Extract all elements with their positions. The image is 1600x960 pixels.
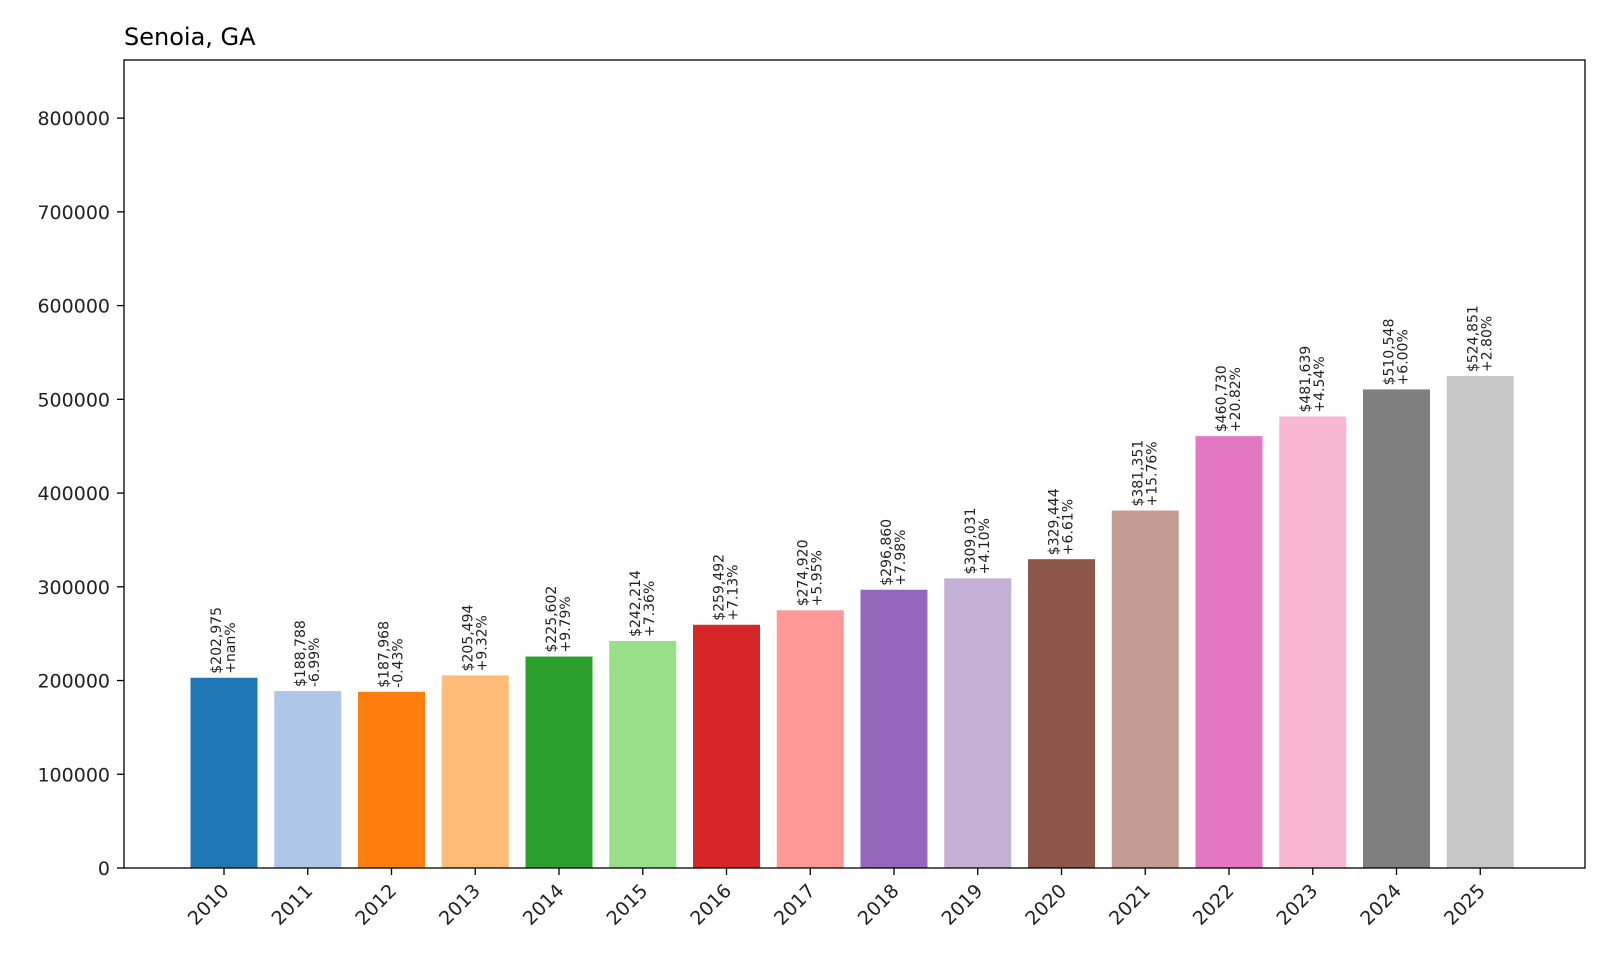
bar-2025	[1446, 376, 1514, 868]
chart-title: Senoia, GA	[124, 23, 256, 51]
y-tick-label: 500000	[37, 389, 110, 411]
bar-change-label: +9.32%	[474, 615, 490, 671]
y-tick-label: 400000	[37, 483, 110, 505]
y-tick-label: 200000	[37, 671, 110, 693]
bar-2020	[1028, 559, 1095, 868]
bar-price-label: $225,602	[544, 586, 560, 653]
x-tick-label: 2020	[1021, 880, 1071, 930]
bar-2024	[1363, 389, 1430, 868]
bar-change-label: +7.98%	[893, 530, 909, 586]
bar-2021	[1111, 510, 1179, 868]
bar-change-label: +4.54%	[1312, 356, 1328, 412]
x-tick-label: 2025	[1440, 880, 1490, 930]
bar-change-label: +5.95%	[809, 550, 825, 606]
bar-price-label: $309,031	[963, 508, 979, 575]
value-labels-group: $202,975+nan% $188,788-6.99% $187,968-0.43…	[209, 305, 1495, 688]
bar-value-label: $202,975+nan%	[209, 607, 239, 674]
bar-value-label: $187,968-0.43%	[377, 621, 407, 688]
bar-price-label: $481,639	[1298, 346, 1314, 413]
x-tick-label: 2023	[1273, 880, 1323, 930]
bar-value-label: $242,214+7.36%	[628, 570, 658, 637]
bar-value-label: $460,730+20.82%	[1214, 365, 1244, 432]
x-tick-label: 2019	[938, 880, 988, 930]
x-tick-label: 2022	[1189, 880, 1239, 930]
bar-2019	[944, 578, 1012, 868]
bar-2010	[190, 677, 258, 868]
x-tick-label: 2014	[519, 880, 569, 930]
bar-value-label: $481,639+4.54%	[1298, 346, 1328, 413]
y-tick-label: 600000	[37, 296, 110, 318]
bar-value-label: $259,492+7.13%	[712, 554, 742, 621]
bar-2012	[358, 691, 425, 868]
bar-price-label: $329,444	[1047, 488, 1063, 555]
x-tick-label: 2024	[1356, 880, 1406, 930]
bar-change-label: +6.61%	[1061, 499, 1077, 555]
bar-value-label: $329,444+6.61%	[1047, 488, 1077, 555]
bar-price-label: $205,494	[460, 604, 476, 671]
bar-change-label: +6.00%	[1396, 329, 1412, 385]
x-tick-label: 2012	[351, 880, 401, 930]
x-tick-label: 2013	[435, 880, 485, 930]
bar-2014	[525, 656, 593, 868]
bar-change-label: +4.10%	[977, 518, 993, 574]
bar-price-label: $274,920	[795, 539, 811, 606]
bar-change-label: +7.36%	[642, 581, 658, 637]
bar-price-label: $381,351	[1130, 440, 1146, 507]
y-tick-label: 300000	[37, 577, 110, 599]
bar-value-label: $296,860+7.98%	[879, 519, 909, 586]
bar-price-label: $460,730	[1214, 365, 1230, 432]
x-tick-label: 2018	[854, 880, 904, 930]
bar-price-label: $510,548	[1382, 319, 1398, 386]
bar-change-label: +20.82%	[1228, 367, 1244, 432]
bar-change-label: +9.79%	[558, 596, 574, 652]
bar-change-label: -0.43%	[391, 638, 407, 688]
x-tick-label: 2010	[184, 880, 234, 930]
y-tick-label: 700000	[37, 202, 110, 224]
bar-2015	[609, 640, 677, 868]
bar-value-label: $524,851+2.80%	[1465, 305, 1495, 372]
bar-price-label: $524,851	[1465, 305, 1481, 372]
bar-2022	[1195, 436, 1263, 868]
bar-price-label: $188,788	[293, 620, 309, 687]
bar-2023	[1279, 416, 1347, 868]
bar-2018	[860, 589, 928, 868]
bar-2017	[776, 610, 844, 868]
bar-2016	[693, 624, 760, 868]
x-tick-label: 2016	[686, 880, 736, 930]
x-tick-label: 2021	[1105, 880, 1155, 930]
bar-value-label: $510,548+6.00%	[1382, 319, 1412, 386]
bar-value-label: $225,602+9.79%	[544, 586, 574, 653]
bar-change-label: +nan%	[223, 622, 239, 673]
bar-value-label: $309,031+4.10%	[963, 508, 993, 575]
bar-value-label: $205,494+9.32%	[460, 604, 490, 671]
y-tick-label: 100000	[37, 764, 110, 786]
bar-price-label: $202,975	[209, 607, 225, 674]
bar-price-label: $187,968	[377, 621, 393, 688]
bar-price-label: $242,214	[628, 570, 644, 637]
bar-price-label: $296,860	[879, 519, 895, 586]
bar-change-label: +7.13%	[726, 565, 742, 621]
x-tick-label: 2017	[770, 880, 820, 930]
x-tick-label: 2011	[268, 880, 318, 930]
bars-group	[190, 376, 1514, 868]
bar-change-label: +2.80%	[1479, 316, 1495, 372]
bar-price-label: $259,492	[712, 554, 728, 621]
plot-frame	[123, 59, 1586, 869]
bar-change-label: -6.99%	[307, 638, 323, 688]
x-axis: 2010 2011 2012 2013 2014 2015 2016 2017 2018 2019…	[184, 868, 1490, 930]
y-tick-label: 800000	[37, 108, 110, 130]
y-tick-label: 0	[98, 858, 110, 880]
bar-2011	[274, 691, 342, 868]
bar-change-label: +15.76%	[1144, 441, 1160, 506]
y-axis: 0 100000 200000 300000 400000 500000 600000 700…	[37, 108, 124, 880]
x-tick-label: 2015	[603, 880, 653, 930]
bar-2013	[441, 675, 509, 868]
bar-value-label: $274,920+5.95%	[795, 539, 825, 606]
bar-value-label: $188,788-6.99%	[293, 620, 323, 687]
bar-value-label: $381,351+15.76%	[1130, 440, 1160, 507]
